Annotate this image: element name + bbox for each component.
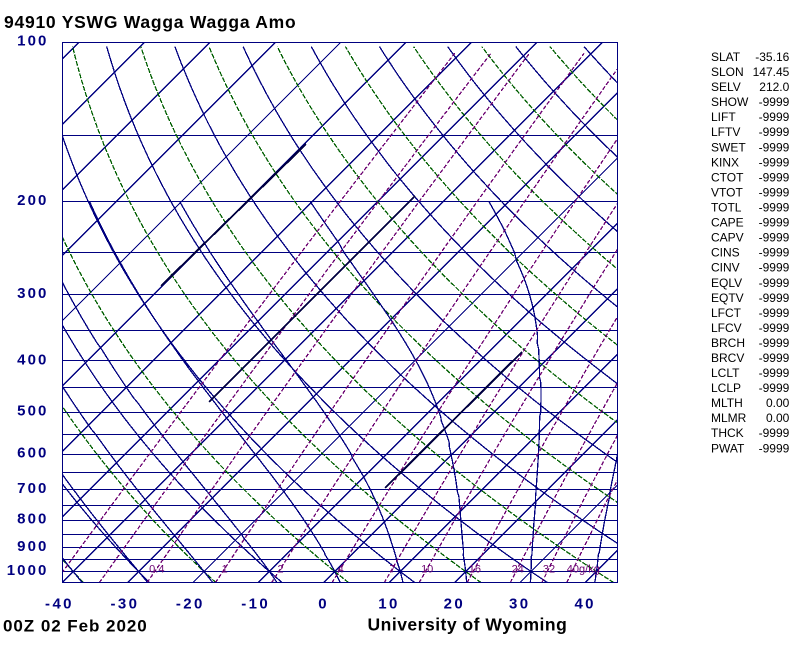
svg-text:CINS: CINS: [711, 246, 740, 260]
svg-text:40: 40: [574, 596, 596, 613]
svg-text:32: 32: [543, 564, 555, 576]
svg-text:-9999: -9999: [759, 95, 790, 109]
svg-text:LFCV: LFCV: [711, 321, 742, 335]
svg-text:1: 1: [222, 564, 228, 576]
svg-text:10: 10: [421, 564, 433, 576]
svg-text:-9999: -9999: [759, 381, 790, 395]
svg-text:-9999: -9999: [759, 125, 790, 139]
svg-text:400: 400: [17, 351, 48, 368]
svg-text:500: 500: [17, 403, 48, 420]
svg-text:-9999: -9999: [759, 426, 790, 440]
svg-text:-9999: -9999: [759, 441, 790, 455]
svg-text:MLTH: MLTH: [711, 396, 743, 410]
svg-text:0.4: 0.4: [149, 564, 164, 576]
svg-text:16: 16: [469, 564, 481, 576]
svg-text:CINV: CINV: [711, 261, 740, 275]
svg-text:-9999: -9999: [759, 170, 790, 184]
svg-text:SLAT: SLAT: [711, 50, 741, 64]
svg-text:-9999: -9999: [759, 155, 790, 169]
svg-text:LIFT: LIFT: [711, 110, 736, 124]
svg-text:10: 10: [378, 596, 400, 613]
svg-text:LFTV: LFTV: [711, 125, 740, 139]
svg-text:40g/kg: 40g/kg: [567, 564, 600, 576]
svg-text:BRCV: BRCV: [711, 351, 744, 365]
svg-text:-9999: -9999: [759, 201, 790, 215]
svg-text:-40: -40: [45, 596, 74, 613]
svg-text:0.00: 0.00: [766, 396, 790, 410]
svg-text:CAPV: CAPV: [711, 231, 744, 245]
svg-text:EQLV: EQLV: [711, 276, 742, 290]
svg-text:-9999: -9999: [759, 351, 790, 365]
svg-text:0.00: 0.00: [766, 411, 790, 425]
svg-text:-35.16: -35.16: [755, 50, 789, 64]
svg-text:LCLT: LCLT: [711, 366, 740, 380]
svg-text:94910 YSWG Wagga Wagga Amo: 94910 YSWG Wagga Wagga Amo: [4, 12, 296, 32]
svg-text:900: 900: [17, 538, 48, 555]
svg-text:-9999: -9999: [759, 291, 790, 305]
svg-text:-9999: -9999: [759, 110, 790, 124]
svg-text:147.45: 147.45: [753, 65, 790, 79]
svg-text:-30: -30: [110, 596, 139, 613]
svg-text:-9999: -9999: [759, 336, 790, 350]
svg-text:LCLP: LCLP: [711, 381, 741, 395]
svg-text:SELV: SELV: [711, 80, 741, 94]
svg-text:-9999: -9999: [759, 366, 790, 380]
svg-text:-9999: -9999: [759, 276, 790, 290]
svg-text:SWET: SWET: [711, 140, 746, 154]
svg-text:-10: -10: [241, 596, 270, 613]
svg-text:800: 800: [17, 511, 48, 528]
svg-text:VTOT: VTOT: [711, 186, 743, 200]
svg-text:20: 20: [444, 596, 466, 613]
svg-text:30: 30: [509, 596, 531, 613]
svg-text:212.0: 212.0: [759, 80, 789, 94]
svg-text:-20: -20: [176, 596, 205, 613]
svg-text:TOTL: TOTL: [711, 201, 742, 215]
svg-text:-9999: -9999: [759, 231, 790, 245]
svg-text:2: 2: [278, 564, 284, 576]
svg-text:200: 200: [17, 192, 48, 209]
svg-text:24: 24: [512, 564, 524, 576]
svg-text:LFCT: LFCT: [711, 306, 742, 320]
svg-text:1000: 1000: [7, 562, 49, 579]
svg-text:THCK: THCK: [711, 426, 744, 440]
svg-text:MLMR: MLMR: [711, 411, 747, 425]
svg-text:-9999: -9999: [759, 186, 790, 200]
svg-text:CTOT: CTOT: [711, 170, 744, 184]
svg-text:-9999: -9999: [759, 261, 790, 275]
svg-text:PWAT: PWAT: [711, 441, 745, 455]
svg-text:4: 4: [338, 564, 344, 576]
svg-text:SLON: SLON: [711, 65, 744, 79]
svg-text:300: 300: [17, 285, 48, 302]
svg-text:-9999: -9999: [759, 321, 790, 335]
svg-text:7: 7: [390, 564, 396, 576]
svg-text:-9999: -9999: [759, 140, 790, 154]
svg-text:KINX: KINX: [711, 155, 739, 169]
svg-text:University of Wyoming: University of Wyoming: [368, 615, 568, 635]
svg-text:-9999: -9999: [759, 306, 790, 320]
svg-text:EQTV: EQTV: [711, 291, 744, 305]
svg-text:-9999: -9999: [759, 216, 790, 230]
svg-text:0: 0: [318, 596, 329, 613]
svg-text:SHOW: SHOW: [711, 95, 749, 109]
svg-text:BRCH: BRCH: [711, 336, 745, 350]
svg-text:700: 700: [17, 480, 48, 497]
svg-text:CAPE: CAPE: [711, 216, 744, 230]
svg-text:600: 600: [17, 445, 48, 462]
svg-text:100: 100: [17, 33, 48, 50]
svg-text:00Z 02 Feb 2020: 00Z 02 Feb 2020: [3, 617, 148, 636]
svg-text:-9999: -9999: [759, 246, 790, 260]
